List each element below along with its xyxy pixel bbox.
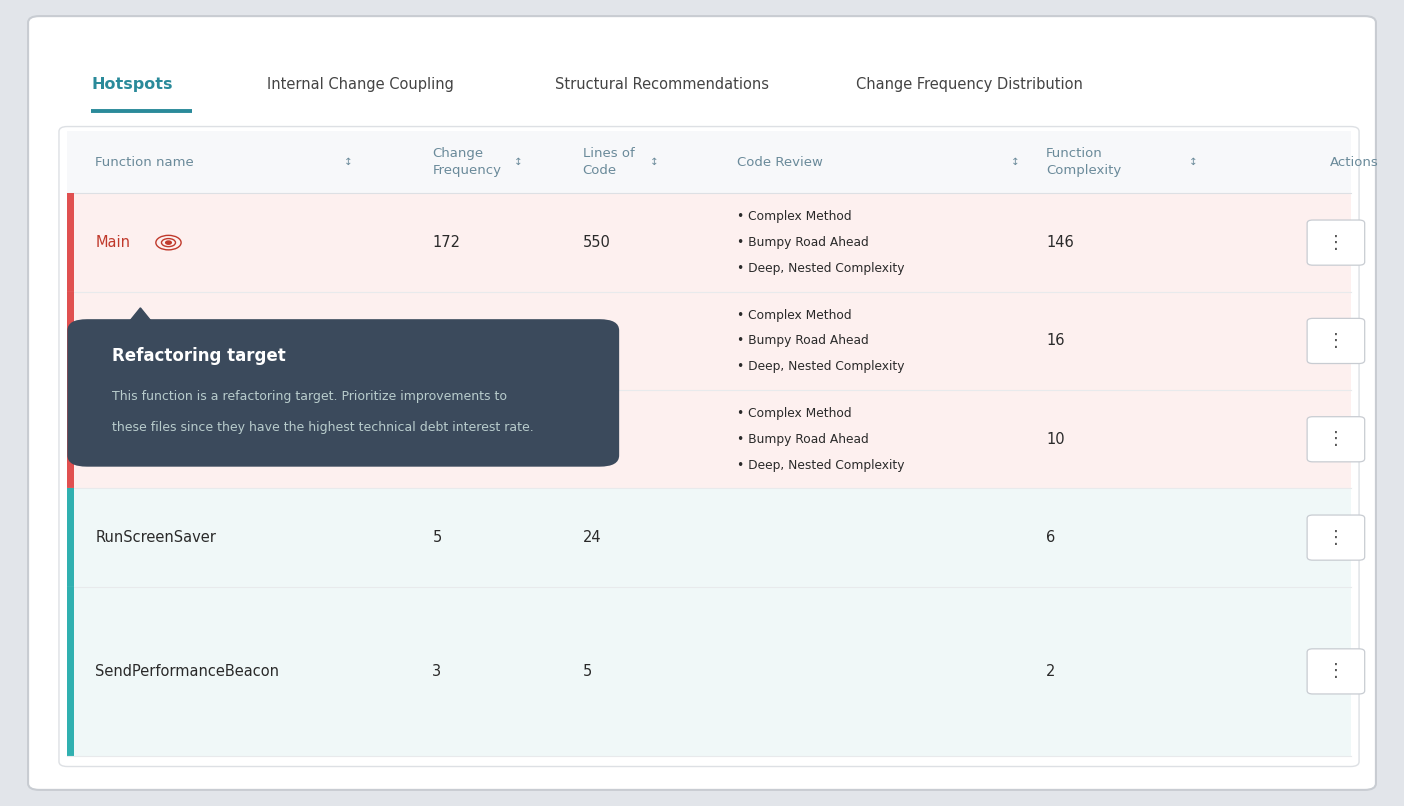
- Text: 2: 2: [1046, 664, 1056, 679]
- FancyBboxPatch shape: [1307, 417, 1365, 462]
- FancyBboxPatch shape: [67, 193, 1351, 292]
- Text: 550: 550: [583, 235, 611, 250]
- Text: 88: 88: [432, 334, 451, 348]
- Text: 172: 172: [432, 235, 461, 250]
- FancyBboxPatch shape: [67, 390, 73, 488]
- FancyBboxPatch shape: [28, 16, 1376, 790]
- Text: SaveServerList: SaveServerList: [95, 432, 205, 447]
- Text: these files since they have the highest technical debt interest rate.: these files since they have the highest …: [112, 421, 534, 434]
- Polygon shape: [122, 308, 159, 330]
- FancyBboxPatch shape: [67, 488, 1351, 587]
- FancyBboxPatch shape: [67, 131, 1351, 193]
- Text: Lines of
Code: Lines of Code: [583, 147, 635, 177]
- FancyBboxPatch shape: [67, 390, 1351, 488]
- FancyBboxPatch shape: [67, 292, 1351, 390]
- Text: 10: 10: [1046, 432, 1064, 447]
- Text: ⋮: ⋮: [1327, 430, 1345, 448]
- FancyBboxPatch shape: [1307, 515, 1365, 560]
- FancyBboxPatch shape: [67, 193, 73, 292]
- Text: • Deep, Nested Complexity: • Deep, Nested Complexity: [737, 262, 904, 275]
- FancyBboxPatch shape: [1307, 649, 1365, 694]
- Text: ↕: ↕: [1011, 157, 1019, 168]
- Text: 5: 5: [432, 432, 442, 447]
- Text: ⋮: ⋮: [1327, 234, 1345, 251]
- Text: • Complex Method: • Complex Method: [737, 309, 852, 322]
- Text: Internal Change Coupling: Internal Change Coupling: [267, 77, 453, 92]
- Text: RunScreenSaver: RunScreenSaver: [95, 530, 216, 545]
- Text: • Deep, Nested Complexity: • Deep, Nested Complexity: [737, 360, 904, 373]
- Text: ⋮: ⋮: [1327, 663, 1345, 680]
- Text: • Bumpy Road Ahead: • Bumpy Road Ahead: [737, 433, 869, 446]
- Text: ↕: ↕: [344, 157, 352, 168]
- Text: SendPerformanceBeacon: SendPerformanceBeacon: [95, 664, 279, 679]
- Text: Code Review: Code Review: [737, 156, 823, 169]
- Text: Change
Frequency: Change Frequency: [432, 147, 501, 177]
- Text: ↕: ↕: [1189, 157, 1198, 168]
- Text: Function
Complexity: Function Complexity: [1046, 147, 1122, 177]
- Text: ⋮: ⋮: [1327, 332, 1345, 350]
- Text: ↕: ↕: [514, 157, 522, 168]
- Text: • Complex Method: • Complex Method: [737, 210, 852, 223]
- Text: 5: 5: [432, 530, 442, 545]
- Text: 146: 146: [1046, 235, 1074, 250]
- Text: Change Frequency Distribution: Change Frequency Distribution: [856, 77, 1084, 92]
- Text: • Complex Method: • Complex Method: [737, 407, 852, 420]
- Text: 24: 24: [583, 530, 601, 545]
- Circle shape: [166, 241, 171, 244]
- Text: ↕: ↕: [650, 157, 658, 168]
- Text: 16: 16: [1046, 334, 1064, 348]
- Text: Structural Recommendations: Structural Recommendations: [555, 77, 768, 92]
- FancyBboxPatch shape: [1307, 220, 1365, 265]
- Text: Hotspots: Hotspots: [91, 77, 173, 92]
- Text: Function name: Function name: [95, 156, 194, 169]
- FancyBboxPatch shape: [67, 587, 1351, 756]
- FancyBboxPatch shape: [67, 292, 73, 390]
- FancyBboxPatch shape: [67, 488, 73, 587]
- FancyBboxPatch shape: [67, 319, 619, 467]
- Text: Main: Main: [95, 235, 131, 250]
- Text: Actions: Actions: [1330, 156, 1379, 169]
- Text: This function is a refactoring target. Prioritize improvements to: This function is a refactoring target. P…: [112, 390, 507, 403]
- Text: Log: Log: [95, 334, 121, 348]
- Text: • Bumpy Road Ahead: • Bumpy Road Ahead: [737, 334, 869, 347]
- Text: 32: 32: [583, 432, 601, 447]
- Text: Refactoring target: Refactoring target: [112, 347, 286, 365]
- FancyBboxPatch shape: [1307, 318, 1365, 364]
- Text: 6: 6: [1046, 530, 1056, 545]
- FancyBboxPatch shape: [59, 127, 1359, 767]
- Text: 5: 5: [583, 664, 592, 679]
- Text: 3: 3: [432, 664, 441, 679]
- Text: • Deep, Nested Complexity: • Deep, Nested Complexity: [737, 459, 904, 472]
- Text: ⋮: ⋮: [1327, 529, 1345, 546]
- FancyBboxPatch shape: [67, 587, 73, 756]
- Text: • Bumpy Road Ahead: • Bumpy Road Ahead: [737, 236, 869, 249]
